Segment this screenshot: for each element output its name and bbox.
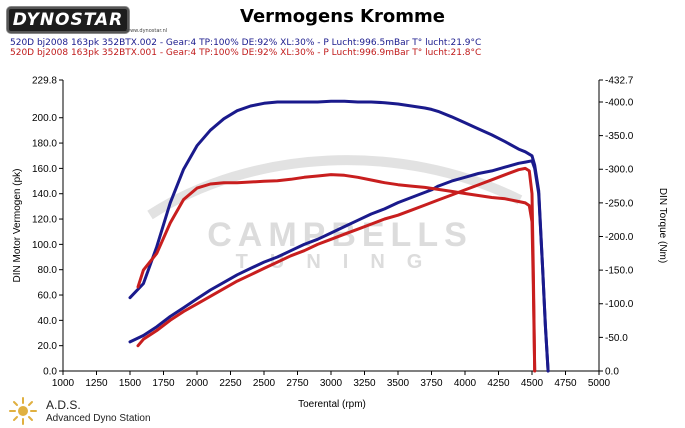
y-left-tick-label: 40.0	[38, 316, 58, 327]
x-tick-label: 2750	[286, 378, 309, 389]
y-right-axis-label: DIN Torque (Nm)	[657, 188, 668, 263]
y-left-axis-label: DIN Motor Vermogen (pk)	[12, 169, 23, 283]
series-line-4	[136, 173, 537, 373]
y-left-tick-label: 20.0	[38, 341, 58, 352]
x-tick-label: 1000	[52, 378, 75, 389]
series-line-2	[128, 99, 550, 373]
y-left-tick-label: 0.0	[43, 367, 57, 378]
y-right-tick-label: -432.7	[605, 76, 634, 87]
y-left-tick-label: 160.0	[32, 164, 57, 175]
logo-text: DYNOSTAR	[12, 10, 124, 30]
y-right-tick-label: -150.0	[605, 266, 634, 277]
x-tick-label: 4250	[487, 378, 510, 389]
y-left-tick-label: 180.0	[32, 139, 57, 150]
x-tick-label: 4500	[521, 378, 544, 389]
y-left-tick-label: 140.0	[32, 189, 57, 200]
y-right-tick-label: -400.0	[605, 97, 634, 108]
x-tick-label: 1500	[119, 378, 142, 389]
y-left-tick-label: 80.0	[38, 265, 58, 276]
run-info-blue: 520D bj2008 163pk 352BTX.002 - Gear:4 TP…	[10, 38, 482, 48]
x-tick-label: 2250	[219, 378, 242, 389]
y-right-tick-label: -50.0	[605, 333, 628, 344]
x-axis-label: Toerental (rpm)	[298, 399, 366, 410]
x-tick-label: 1750	[152, 378, 175, 389]
y-left-tick-label: 229.8	[32, 76, 57, 87]
series-line-3	[136, 166, 537, 373]
series-line-1	[128, 159, 550, 373]
watermark-text-2: TUNING	[236, 251, 445, 273]
y-right-tick-label: -100.0	[605, 299, 634, 310]
x-tick-label: 3000	[320, 378, 343, 389]
x-tick-label: 3750	[420, 378, 443, 389]
y-right-tick-label: -200.0	[605, 232, 634, 243]
y-right-tick-label: -350.0	[605, 131, 634, 142]
watermark-swoosh	[147, 155, 523, 220]
chart-title: Vermogens Kromme	[240, 6, 445, 27]
run-info-red: 520D bj2008 163pk 352BTX.001 - Gear:4 TP…	[10, 48, 482, 58]
x-tick-label: 3500	[387, 378, 410, 389]
watermark-text-1: CAMPBELLS	[207, 216, 473, 254]
y-left-tick-label: 200.0	[32, 113, 57, 124]
y-left-tick-label: 100.0	[32, 240, 57, 251]
x-tick-label: 5000	[588, 378, 611, 389]
x-tick-label: 2000	[186, 378, 209, 389]
y-left-tick-label: 60.0	[38, 291, 58, 302]
ads-sun-icon	[9, 397, 37, 425]
y-left-tick-label: 120.0	[32, 215, 57, 226]
y-right-tick-label: -300.0	[605, 165, 634, 176]
ads-subtitle: Advanced Dyno Station	[46, 413, 151, 424]
y-right-tick-label: -250.0	[605, 198, 634, 209]
dynostar-logo: DYNOSTAR	[6, 6, 130, 34]
x-tick-label: 2500	[253, 378, 276, 389]
y-right-tick-label: 0.0	[605, 367, 619, 378]
x-tick-label: 1250	[85, 378, 108, 389]
x-tick-label: 3250	[353, 378, 376, 389]
x-tick-label: 4750	[554, 378, 577, 389]
logo-subtext: www.dynostar.nl	[126, 28, 168, 34]
x-tick-label: 4000	[454, 378, 477, 389]
ads-name: A.D.S.	[46, 398, 81, 412]
ads-footer: A.D.S. Advanced Dyno Station	[8, 396, 208, 426]
